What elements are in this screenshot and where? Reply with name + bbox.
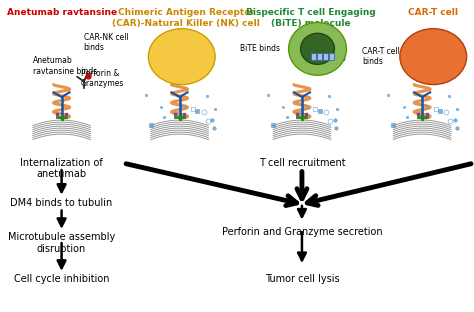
Text: Anetumab ravtansine: Anetumab ravtansine [7, 8, 117, 17]
Text: Microtubule assembly
disruption: Microtubule assembly disruption [8, 232, 115, 254]
Text: Tumor cell lysis: Tumor cell lysis [264, 274, 339, 284]
FancyBboxPatch shape [311, 53, 316, 60]
Text: Anetumab
ravtansine binds: Anetumab ravtansine binds [33, 56, 97, 76]
Text: Perforin &
Granzymes: Perforin & Granzymes [81, 69, 124, 88]
Text: T cell recruitment: T cell recruitment [259, 158, 345, 168]
FancyBboxPatch shape [323, 53, 328, 60]
Text: CAR-T cell
binds: CAR-T cell binds [362, 47, 400, 66]
Text: CD3: CD3 [331, 54, 347, 63]
Text: CAR-NK cell
binds: CAR-NK cell binds [83, 33, 128, 52]
Text: Cell cycle inhibition: Cell cycle inhibition [14, 274, 109, 284]
Ellipse shape [400, 29, 466, 85]
Ellipse shape [301, 33, 335, 64]
Text: DM4 binds to tubulin: DM4 binds to tubulin [10, 198, 113, 208]
FancyBboxPatch shape [317, 53, 322, 60]
Ellipse shape [289, 22, 346, 75]
Ellipse shape [148, 29, 215, 85]
Text: CAR-T cell: CAR-T cell [408, 8, 458, 17]
Text: BiTE binds: BiTE binds [240, 44, 280, 53]
Text: Perforin and Granzyme secretion: Perforin and Granzyme secretion [222, 227, 382, 237]
Text: Chimeric Antigen Receptor
(CAR)-Natural Killer (NK) cell: Chimeric Antigen Receptor (CAR)-Natural … [112, 8, 260, 28]
FancyBboxPatch shape [328, 53, 334, 60]
Text: Internalization of
anetumab: Internalization of anetumab [20, 158, 103, 179]
Text: Bispecific T cell Engaging
(BiTE) molecule: Bispecific T cell Engaging (BiTE) molecu… [246, 8, 376, 28]
